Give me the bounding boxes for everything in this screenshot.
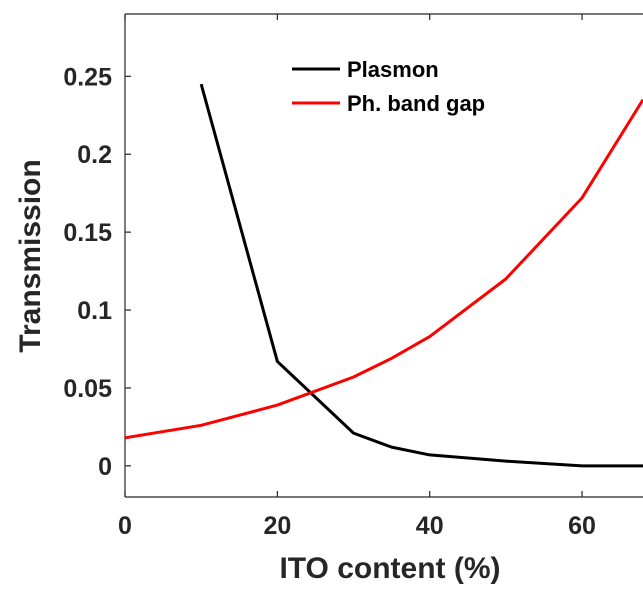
x-tick-label: 60 <box>568 512 596 540</box>
legend-label: Ph. band gap <box>347 91 485 116</box>
x-axis-title: ITO content (%) <box>279 552 500 585</box>
plot-area <box>124 13 643 498</box>
x-axis-ticks: 0 20 40 60 <box>118 14 596 540</box>
y-tick-label: 0.15 <box>63 219 112 247</box>
x-tick-label: 40 <box>416 512 444 540</box>
x-tick-label: 0 <box>118 512 132 540</box>
plasmon-series-line <box>199 83 643 468</box>
y-axis-ticks: 0 0.05 0.1 0.15 0.2 0.25 <box>63 63 131 481</box>
y-tick-label: 0.25 <box>63 63 112 91</box>
y-axis-title: Transmission <box>14 159 47 352</box>
x-tick-label: 20 <box>263 512 291 540</box>
y-tick-label: 0 <box>98 453 112 481</box>
legend-label: Plasmon <box>347 57 439 82</box>
legend: Plasmon Ph. band gap <box>292 57 485 116</box>
y-tick-label: 0.2 <box>77 141 112 169</box>
band-gap-series-line <box>124 98 643 440</box>
series-layer <box>124 83 643 468</box>
y-tick-label: 0.1 <box>77 297 112 325</box>
y-tick-label: 0.05 <box>63 375 112 403</box>
